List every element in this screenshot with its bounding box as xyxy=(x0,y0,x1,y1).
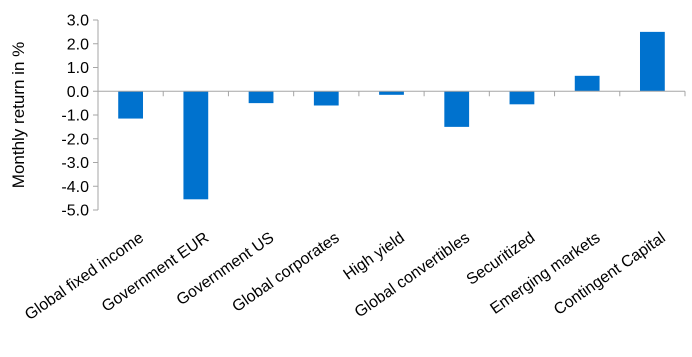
x-category-label: Emerging markets xyxy=(487,229,603,317)
bar xyxy=(639,31,665,92)
bar xyxy=(574,75,600,92)
bar xyxy=(444,91,470,127)
y-axis: 3.0 2.0 1.0 0.0 -1.0 -2.0 -3.0 -4.0 -5.0 xyxy=(61,13,99,220)
x-category-label: Contingent Capital xyxy=(551,229,669,318)
bar xyxy=(313,91,339,106)
y-tick-label: 1.0 xyxy=(67,60,89,77)
y-tick-label: 0.0 xyxy=(67,84,89,101)
bar xyxy=(379,91,404,95)
bars xyxy=(118,31,665,200)
x-category-label: Global corporates xyxy=(229,229,342,315)
y-axis-title: Monthly return in % xyxy=(9,42,28,188)
x-category-label: Global convertibles xyxy=(352,229,473,321)
bar xyxy=(118,91,144,119)
y-tick-label: -4.0 xyxy=(61,179,89,196)
bar xyxy=(248,91,274,104)
x-category-label: Global fixed income xyxy=(22,229,147,324)
y-tick-label: -1.0 xyxy=(61,108,89,125)
bar xyxy=(183,91,209,200)
y-tick-label: -3.0 xyxy=(61,155,89,172)
y-tick-label: 2.0 xyxy=(67,36,89,53)
x-category-label: Government EUR xyxy=(99,229,212,315)
x-axis xyxy=(97,90,686,97)
y-tick-label: -2.0 xyxy=(61,131,89,148)
y-tick-label: 3.0 xyxy=(67,13,89,30)
bar xyxy=(509,91,535,105)
y-tick-label: -5.0 xyxy=(61,203,89,220)
